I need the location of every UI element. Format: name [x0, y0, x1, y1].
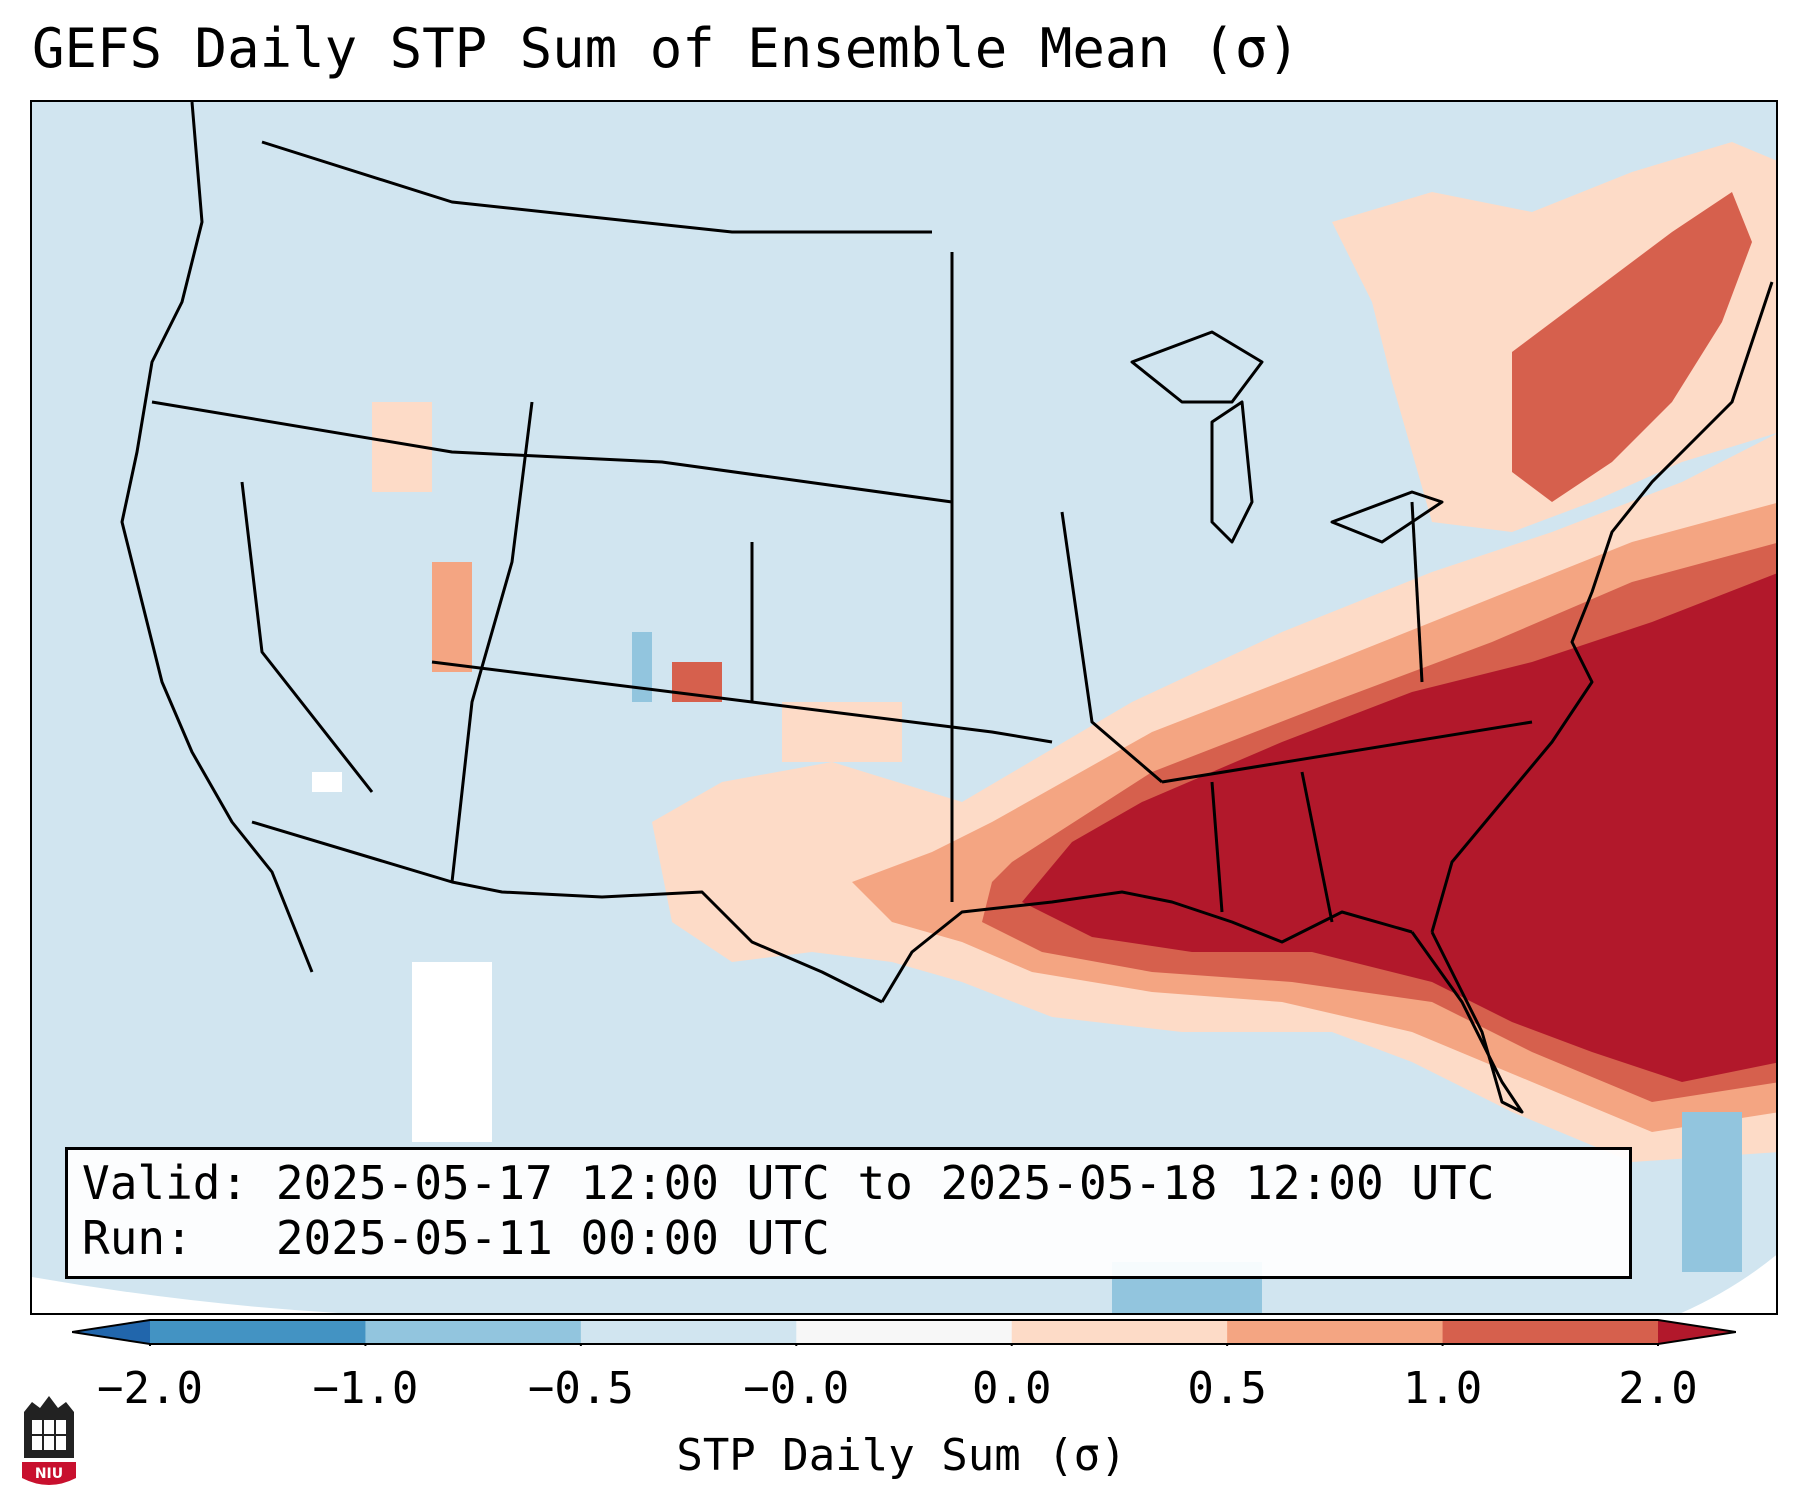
florida-coastline	[1410, 931, 1524, 1114]
state-line-nevada	[240, 481, 374, 793]
stp-colorado-blue	[632, 632, 652, 702]
stp-caribbean-blue	[1682, 1112, 1742, 1272]
colorbar-tick-label: 2.0	[1618, 1363, 1698, 1414]
map-panel[interactable]	[30, 100, 1778, 1315]
logo-banner	[22, 1462, 76, 1485]
colorbar-segment	[1011, 1320, 1228, 1344]
valid-run-info-box: Valid: 2025-05-17 12:00 UTC to 2025-05-1…	[65, 1147, 1632, 1279]
canada-border-west	[261, 140, 932, 234]
map-canvas	[32, 102, 1776, 1313]
state-line-alabama	[1210, 781, 1224, 913]
stp-core	[1022, 573, 1776, 1082]
lake-michigan	[1210, 400, 1254, 544]
lake-erie	[1330, 490, 1444, 544]
lake-superior	[1130, 330, 1264, 404]
domain-edge-left	[32, 1277, 339, 1313]
run-time-text: Run: 2025-05-11 00:00 UTC	[82, 1211, 830, 1265]
boundaries	[120, 102, 1774, 1114]
colorbar-segment	[580, 1320, 797, 1344]
colorbar-label: STP Daily Sum (σ)	[676, 1430, 1127, 1481]
logo-text: NIU	[35, 1466, 63, 1482]
colorbar-tick-label: −0.0	[743, 1363, 850, 1414]
stp-utah-patch	[432, 562, 472, 672]
east-coastline	[1430, 281, 1774, 933]
colorbar-arrow-low	[72, 1320, 150, 1344]
west-coastline	[120, 102, 314, 973]
colorbar-tick-label: −2.0	[97, 1363, 203, 1414]
colorbar-tick-label: 0.0	[971, 1363, 1052, 1414]
state-line-mississippi	[1060, 511, 1163, 784]
colorbar-segment	[150, 1320, 366, 1344]
state-line-georgia	[1300, 771, 1334, 923]
colorbar-tick-label: −0.5	[527, 1363, 634, 1414]
gulf-coastline	[880, 890, 1413, 1003]
colorbar	[72, 1319, 1736, 1346]
state-line-southeast	[1161, 720, 1533, 784]
mexico-border	[251, 820, 883, 1004]
state-line-central	[431, 660, 1053, 744]
colorbar-tick-label: 1.0	[1402, 1363, 1483, 1414]
state-line-rockies	[450, 401, 534, 883]
map-title: GEFS Daily STP Sum of Ensemble Mean (σ)	[32, 17, 1300, 80]
state-line-appalachian	[1410, 501, 1424, 683]
valid-time-text: Valid: 2025-05-17 12:00 UTC to 2025-05-1…	[82, 1156, 1495, 1210]
colorbar-segment	[1442, 1320, 1659, 1344]
stp-white-spot	[312, 772, 342, 792]
colorbar-segment	[365, 1320, 582, 1344]
stp-mexico-white	[412, 962, 492, 1142]
colorbar-segment	[1227, 1320, 1444, 1344]
colorbar-segment	[796, 1320, 1013, 1344]
state-line-north	[151, 400, 953, 504]
niu-logo: NIU	[22, 1396, 76, 1485]
colorbar-tick-label: 0.5	[1187, 1363, 1267, 1414]
domain-edge-right	[1681, 1255, 1776, 1313]
colorbar-outline	[72, 1319, 1736, 1345]
colorbar-tick-label: −1.0	[312, 1363, 419, 1414]
colorbar-segments	[150, 1320, 1659, 1344]
colorbar-arrow-high	[1658, 1320, 1736, 1344]
stp-northeast-red	[1512, 192, 1752, 502]
stp-kansas-patch	[782, 702, 902, 762]
